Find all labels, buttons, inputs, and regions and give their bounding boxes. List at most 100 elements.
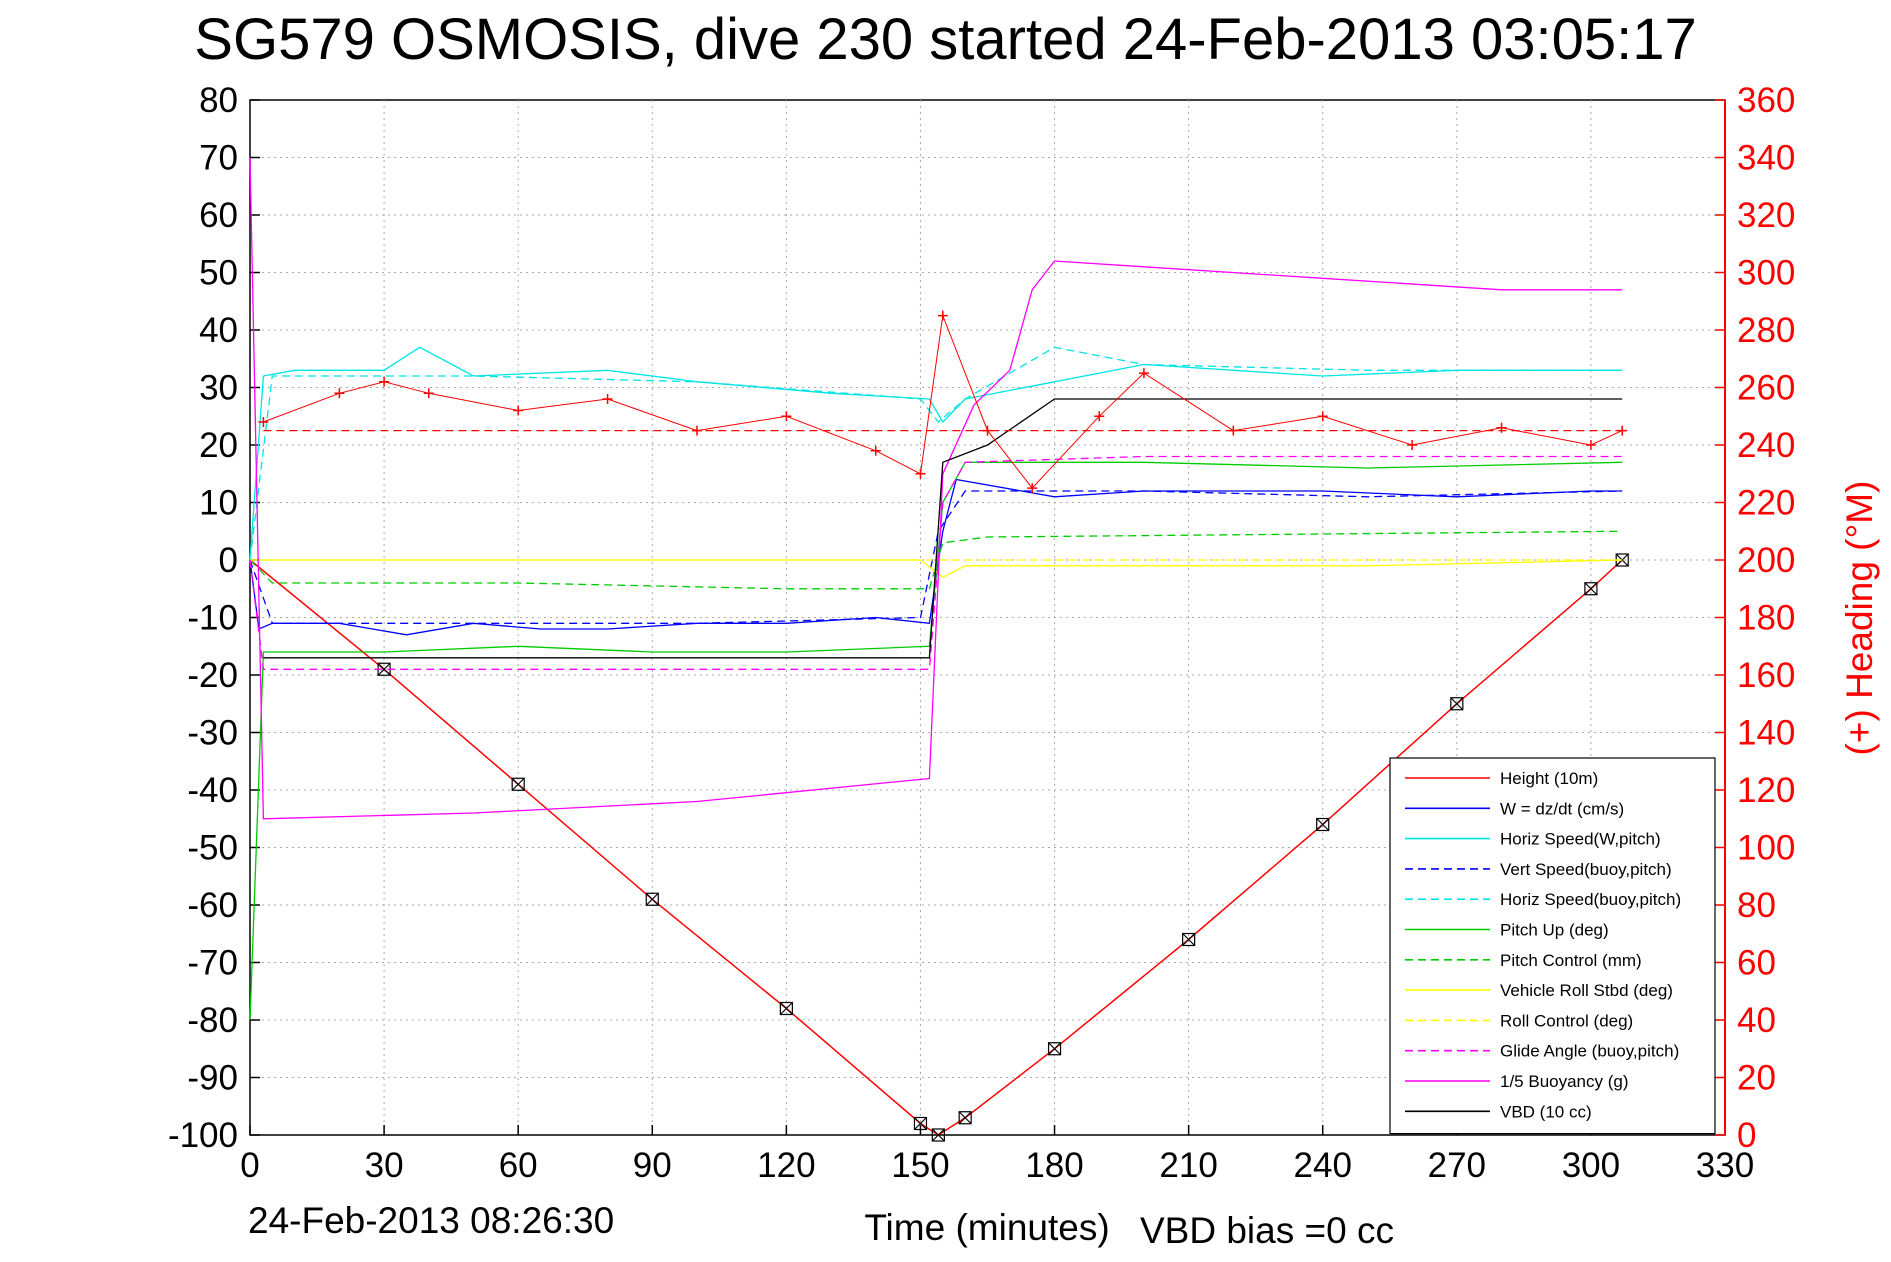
height-marker-cross [1584, 582, 1598, 596]
height-marker [779, 1001, 793, 1016]
heading-point [1496, 422, 1507, 433]
legend-label: VBD (10 cc) [1500, 1102, 1592, 1121]
y2-tick-label: 140 [1737, 714, 1795, 753]
y2-tick-label: 120 [1737, 771, 1795, 810]
y-tick-label: -70 [187, 944, 238, 983]
height-marker-box [1182, 932, 1196, 947]
height-marker-cross [1182, 933, 1196, 946]
height-marker [511, 777, 525, 791]
series-line-4 [249, 346, 1623, 561]
heading-point [870, 445, 881, 456]
legend-label: Horiz Speed(buoy,pitch) [1500, 890, 1681, 909]
height-marker-box [779, 1001, 793, 1016]
heading-point [423, 388, 434, 399]
y-ticks: 80 70 60 50 40 30 20 10 0 -10 -20 -30 -40 -50 -60 -70 -8… [168, 81, 260, 1155]
y-tick-label: -10 [187, 599, 238, 638]
x-tick-label: 210 [1159, 1146, 1217, 1185]
height-marker-box [1584, 582, 1598, 596]
heading-point [1094, 411, 1105, 422]
heading-point [982, 425, 993, 436]
height-marker-cross [914, 1117, 927, 1130]
y-tick-label: 60 [199, 196, 238, 235]
legend-label: Horiz Speed(W,pitch) [1500, 830, 1661, 849]
height-marker-box [645, 892, 659, 906]
heading-point [379, 376, 390, 387]
height-marker [1584, 582, 1598, 596]
y2-tick-label: 60 [1737, 944, 1776, 983]
height-marker [1450, 697, 1464, 711]
series-line-11 [263, 398, 1623, 659]
y2-tick-label: 200 [1737, 541, 1795, 580]
series-line-7 [250, 559, 1623, 579]
height-marker-cross [958, 1111, 972, 1125]
x-tick-label: 300 [1562, 1146, 1620, 1185]
x-axis-label: Time (minutes) [864, 1207, 1109, 1248]
height-marker-cross [645, 892, 659, 906]
height-marker-cross [931, 1128, 945, 1142]
y2-axis-label: (+) Heading (°M) [1839, 481, 1880, 756]
heading-point [1138, 368, 1149, 379]
x-tick-label: 90 [633, 1146, 672, 1185]
legend-box [1389, 757, 1716, 1135]
height-marker-cross [1316, 818, 1330, 831]
y2-tick-label: 360 [1737, 81, 1795, 120]
y-tick-label: 50 [199, 254, 238, 293]
height-marker-cross [1450, 697, 1464, 711]
heading-point [781, 411, 792, 422]
footer-vbd-bias: VBD bias =0 cc [1140, 1210, 1394, 1251]
y-tick-label: -20 [187, 656, 238, 695]
heading-point [1407, 440, 1418, 450]
heading-series [258, 310, 1628, 494]
series-line-5 [249, 461, 1623, 1021]
height-marker [1316, 817, 1330, 832]
y2-tick-label: 100 [1737, 829, 1795, 868]
footer-timestamp: 24-Feb-2013 08:26:30 [248, 1200, 615, 1241]
height-marker-box [958, 1111, 972, 1125]
height-marker-cross [1048, 1042, 1061, 1056]
y2-ticks: 3603403203002802602402202001801601401201… [1715, 81, 1795, 1155]
legend-label: 1/5 Buoyancy (g) [1500, 1072, 1629, 1091]
heading-point [602, 394, 613, 404]
heading-point [1317, 411, 1328, 422]
height-marker [931, 1128, 945, 1142]
height-marker [1182, 932, 1196, 947]
heading-point [1228, 425, 1239, 436]
series-line-9 [249, 455, 1623, 670]
y-tick-label: -60 [187, 886, 238, 925]
series-line-10 [249, 157, 1623, 820]
chart-title: SG579 OSMOSIS, dive 230 started 24-Feb-2… [194, 7, 1697, 72]
height-marker [1047, 1042, 1062, 1056]
legend-label: Height (10m) [1500, 769, 1598, 788]
height-marker-box [1316, 817, 1330, 832]
x-tick-label: 330 [1696, 1146, 1754, 1185]
legend-label: Pitch Up (deg) [1500, 921, 1609, 940]
heading-point [1617, 425, 1628, 436]
y-tick-label: 70 [199, 139, 238, 178]
legend-label: Pitch Control (mm) [1500, 951, 1642, 970]
y2-tick-label: 340 [1737, 139, 1795, 178]
heading-point [915, 468, 926, 479]
height-marker-box [511, 777, 525, 791]
height-marker [913, 1116, 928, 1131]
x-tick-label: 270 [1428, 1146, 1486, 1185]
x-tick-label: 30 [365, 1146, 404, 1185]
y2-tick-label: 0 [1737, 1116, 1756, 1155]
x-tick-label: 180 [1025, 1146, 1083, 1185]
y-tick-label: -90 [187, 1059, 238, 1098]
x-ticks: 0 30 60 90 120 150 180 210 240 270 300 330 [240, 1125, 1754, 1185]
series-line-6 [249, 530, 1623, 590]
height-marker-cross [377, 662, 391, 676]
heading-point [691, 425, 702, 436]
y-tick-label: -40 [187, 771, 238, 810]
heading-point [937, 310, 948, 321]
y2-tick-label: 300 [1737, 254, 1795, 293]
y2-tick-label: 80 [1737, 886, 1776, 925]
height-marker [645, 892, 659, 906]
y-tick-label: 30 [199, 369, 238, 408]
series-line-0 [249, 559, 1623, 1136]
y2-tick-label: 20 [1737, 1059, 1776, 1098]
x-tick-label: 240 [1294, 1146, 1352, 1185]
heading-point [1027, 483, 1038, 494]
legend: Height (10m) W = dz/dt (cm/s) Horiz Speed(… [1389, 757, 1716, 1135]
y-tick-label: 20 [199, 426, 238, 465]
